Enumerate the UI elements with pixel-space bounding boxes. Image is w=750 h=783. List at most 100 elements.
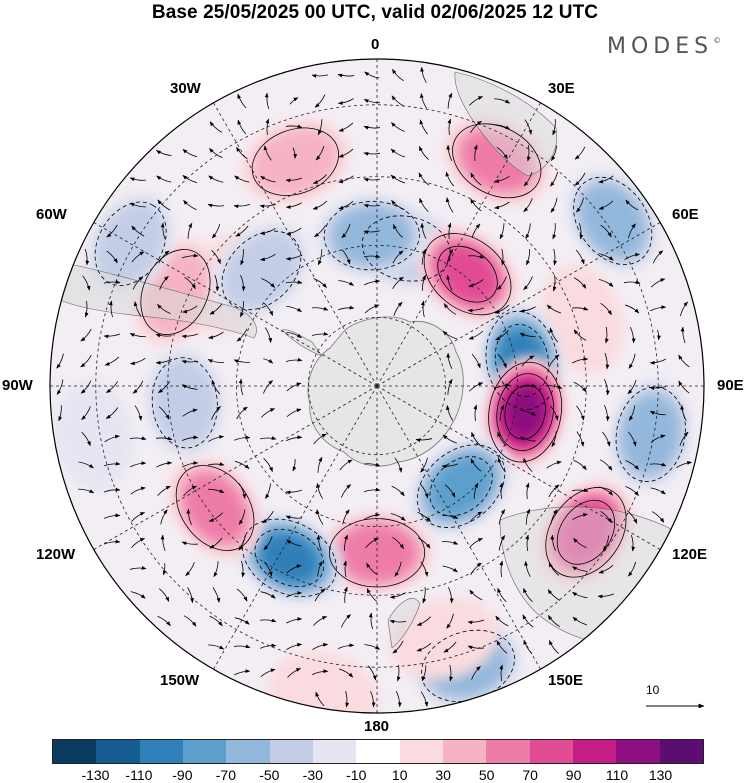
- wind-vector: [260, 253, 276, 262]
- wind-vector: [286, 642, 303, 650]
- wind-vector: [238, 378, 244, 396]
- wind-vector: [212, 587, 221, 603]
- wind-vector: [467, 307, 485, 313]
- wind-vector: [418, 172, 430, 186]
- wind-vector: [501, 248, 505, 266]
- wind-vector: [523, 171, 533, 187]
- wind-vector: [395, 691, 402, 708]
- contour-line: [494, 324, 549, 397]
- wind-vector: [345, 690, 350, 708]
- wind-vector: [292, 147, 298, 159]
- wind-vector: [604, 378, 610, 396]
- wind-vector: [649, 358, 666, 365]
- wind-vector: [575, 249, 585, 265]
- wind-vector: [104, 434, 120, 443]
- wind-vector: [134, 405, 143, 421]
- contour-line: [251, 127, 339, 196]
- wind-vector: [103, 513, 121, 519]
- wind-vector: [183, 485, 197, 497]
- wind-vector: [471, 223, 481, 239]
- wind-vector: [129, 202, 146, 208]
- wind-vector: [234, 460, 250, 470]
- wind-vector: [574, 172, 586, 186]
- contour-line: [242, 518, 337, 598]
- wind-vector: [519, 306, 536, 313]
- wind-vector: [208, 175, 224, 183]
- colorbar-swatch: [572, 740, 617, 763]
- wind-vector: [364, 279, 381, 286]
- wind-vector: [80, 380, 92, 394]
- wind-vector: [317, 249, 323, 266]
- contour-line: [323, 201, 420, 271]
- wind-vector: [649, 386, 667, 391]
- wind-vector: [445, 197, 454, 213]
- wind-vector: [623, 280, 641, 284]
- anomaly-blob: [152, 357, 218, 448]
- wind-vector: [237, 119, 247, 135]
- wind-vector: [421, 274, 427, 291]
- wind-vector: [160, 222, 166, 240]
- meridian-line: [93, 385, 378, 550]
- wind-vector: [628, 405, 636, 421]
- wind-vector: [680, 404, 687, 421]
- label-lon-150w: 150W: [160, 672, 200, 689]
- wind-vector: [181, 333, 199, 339]
- wind-vector: [264, 327, 273, 343]
- wind-vector: [157, 199, 171, 211]
- wind-vector: [473, 482, 479, 499]
- colorbar-swatch: [53, 740, 97, 763]
- colorbar-swatch: [312, 740, 357, 763]
- brand-mark: ©: [713, 36, 722, 45]
- anomaly-blob: [557, 500, 615, 565]
- wind-vector: [547, 589, 561, 601]
- wind-vector: [499, 560, 503, 578]
- wind-vector: [547, 614, 560, 627]
- wind-vector: [572, 512, 589, 520]
- wind-vector: [421, 248, 427, 265]
- colorbar-swatch: [356, 740, 400, 763]
- wind-vector: [181, 360, 199, 364]
- wind-vector: [313, 616, 328, 626]
- wind-vector: [468, 254, 485, 259]
- wind-vector: [367, 665, 377, 681]
- wind-vector: [233, 435, 251, 441]
- wind-vector: [627, 380, 637, 395]
- wind-vector: [285, 489, 303, 495]
- anomaly-blob: [261, 534, 318, 582]
- wind-vector: [183, 615, 197, 627]
- wind-vector: [233, 359, 250, 364]
- wind-vector: [236, 588, 248, 602]
- wind-vector: [494, 201, 510, 210]
- wind-vector: [626, 510, 638, 524]
- wind-vector: [628, 431, 637, 447]
- wind-vector: [181, 253, 199, 259]
- wind-vector: [130, 357, 146, 366]
- wind-vector: [572, 357, 589, 364]
- wind-vector: [650, 434, 666, 443]
- contour-line: [254, 528, 325, 587]
- wind-vector: [678, 354, 690, 368]
- wind-vector: [523, 276, 533, 290]
- wind-vector: [599, 459, 613, 471]
- wind-vector: [394, 561, 402, 577]
- wind-vector: [259, 643, 277, 649]
- wind-vector: [446, 613, 454, 629]
- wind-vector: [239, 301, 245, 318]
- wind-vector: [680, 301, 688, 317]
- wind-vector: [160, 509, 168, 525]
- wind-vector: [523, 587, 533, 602]
- wind-vector: [129, 177, 146, 182]
- wind-vector: [234, 669, 251, 676]
- wind-vector: [343, 586, 348, 603]
- wind-vector: [494, 98, 511, 104]
- wind-vector: [184, 276, 196, 290]
- wind-vector: [571, 488, 589, 492]
- wind-vector: [469, 537, 483, 548]
- wind-vector: [392, 640, 404, 654]
- wind-vector: [158, 406, 170, 420]
- wind-vector: [524, 560, 531, 577]
- wind-vector: [522, 614, 534, 628]
- wind-vector: [578, 222, 584, 240]
- wind-vector: [103, 461, 121, 467]
- wind-vector: [234, 175, 250, 183]
